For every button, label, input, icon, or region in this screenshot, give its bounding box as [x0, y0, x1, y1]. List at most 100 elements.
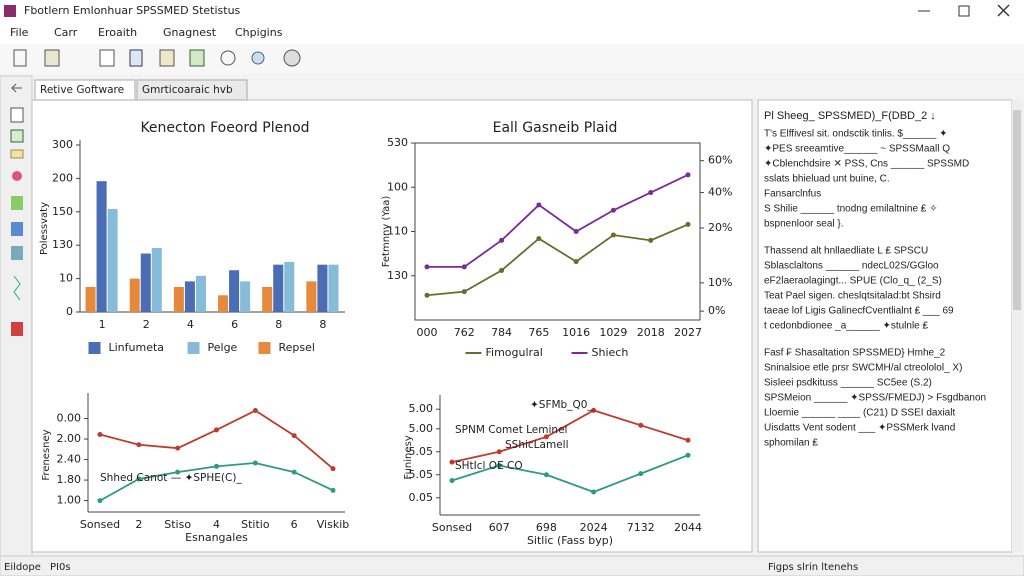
- line-series: [426, 223, 689, 297]
- tool-icon[interactable]: [283, 49, 301, 67]
- point: [685, 437, 691, 443]
- legend-label: Linfumeta: [109, 341, 165, 354]
- maximize-button[interactable]: [958, 5, 970, 17]
- side-icon[interactable]: [10, 129, 24, 143]
- point: [424, 264, 430, 270]
- point: [252, 408, 258, 414]
- legend-swatch: [88, 342, 101, 354]
- line-series: [451, 454, 689, 493]
- status-text: Eildope: [4, 562, 41, 573]
- x-tick-label: 1029: [599, 326, 627, 339]
- side-icon[interactable]: [10, 149, 24, 159]
- tool-icon[interactable]: [159, 49, 175, 67]
- x-tick-label: 2027: [674, 326, 702, 339]
- output-line: Fansarclnfus: [764, 189, 821, 200]
- y-tick-label: 5.05: [409, 468, 434, 481]
- tool-icon[interactable]: [44, 49, 60, 67]
- point: [591, 407, 597, 413]
- y2-tick-label: 20%: [708, 221, 732, 234]
- x-tick-label: 6: [291, 518, 298, 531]
- x-tick-label: 8: [275, 318, 282, 331]
- bar: [240, 281, 251, 312]
- bar: [195, 275, 206, 312]
- output-line: S Shilie ______ tnodng emilaltnine ₤ ✧: [764, 204, 938, 215]
- menu-item[interactable]: Chpigins: [235, 26, 283, 39]
- point: [330, 487, 336, 493]
- point: [97, 431, 103, 437]
- side-icon[interactable]: [11, 322, 23, 336]
- x-tick-label: 784: [491, 326, 512, 339]
- output-line: Sninalsioe etle prsr SWCMH/al ctreololol…: [764, 363, 962, 374]
- legend-label: Pelge: [208, 341, 238, 354]
- output-line: Teat Pael sigen. cheslqtsitalad:bt Shsir…: [764, 291, 941, 302]
- status-text: PI0s: [50, 562, 71, 573]
- point: [685, 452, 691, 458]
- point: [175, 445, 181, 451]
- menu-item[interactable]: Carr: [54, 26, 78, 39]
- bar: [129, 278, 140, 312]
- point: [573, 229, 579, 234]
- side-icon[interactable]: [11, 222, 23, 236]
- side-icon[interactable]: [10, 107, 24, 123]
- y-tick-label: 0: [66, 305, 73, 318]
- output-line: Uisdatts Vent sodent ___ ✦PSSMerk lvand: [764, 423, 955, 434]
- y2-tick-label: 40%: [708, 186, 732, 199]
- tab[interactable]: [34, 79, 136, 101]
- point: [214, 427, 219, 433]
- tool-icon[interactable]: [251, 51, 265, 65]
- tool-icon[interactable]: [13, 49, 27, 67]
- x-tick-label: 762: [454, 326, 475, 339]
- y-tick-label: 5.00: [409, 402, 434, 415]
- y-tick-label: 1.80: [57, 473, 82, 486]
- point: [496, 463, 502, 469]
- status-bar: [0, 555, 1024, 576]
- point: [499, 237, 505, 243]
- point: [536, 236, 542, 242]
- chart-title: Kenecton Foeord Plenod: [140, 120, 309, 136]
- tool-icon[interactable]: [220, 50, 236, 66]
- side-icon[interactable]: [13, 275, 21, 301]
- menu-item[interactable]: Gnagnest: [163, 26, 217, 39]
- y-tick-label: 5.00: [409, 422, 434, 435]
- point: [543, 472, 549, 478]
- line-series: [427, 174, 689, 268]
- y-tick-label: 110: [387, 225, 408, 238]
- y-tick-label: 150: [52, 205, 73, 218]
- point: [136, 476, 142, 482]
- point: [536, 202, 542, 208]
- annotation: Shhed Canot — ✦SPHE(C)_: [100, 472, 242, 484]
- y-tick-label: 5.05: [409, 445, 434, 458]
- bar: [184, 281, 195, 312]
- y-axis-label: Frenesney: [41, 429, 52, 480]
- tab[interactable]: [136, 79, 248, 101]
- tool-icon[interactable]: [189, 49, 205, 67]
- x-tick-label: Stitio: [241, 518, 270, 531]
- scroll-thumb[interactable]: [1013, 110, 1021, 310]
- point: [499, 267, 505, 273]
- x-tick-label: 765: [528, 326, 549, 339]
- tool-icon[interactable]: [129, 49, 143, 67]
- legend-swatch: [187, 342, 200, 354]
- close-button[interactable]: [997, 4, 1010, 17]
- x-tick-label: 8: [319, 318, 326, 331]
- x-tick-label: 2: [143, 318, 150, 331]
- x-tick-label: Sonsed: [432, 521, 472, 534]
- x-tick-label: Stiso: [164, 518, 191, 531]
- menu-item[interactable]: File: [10, 26, 29, 39]
- point: [610, 207, 616, 213]
- bar: [273, 264, 284, 312]
- x-tick-label: 607: [489, 521, 510, 534]
- annotation: SHtIcl OE CO: [455, 460, 523, 472]
- side-icon[interactable]: [11, 196, 23, 210]
- x-tick-label: 2: [135, 518, 142, 531]
- output-line: sphomilan ₤: [764, 438, 818, 449]
- menu-item[interactable]: Eroaith: [98, 26, 137, 39]
- side-icon[interactable]: [11, 246, 23, 260]
- output-line: sslats bhieluad unt buine, C.: [764, 174, 890, 185]
- point: [648, 237, 654, 243]
- side-icon[interactable]: [12, 171, 22, 181]
- point: [461, 289, 467, 295]
- point: [291, 469, 297, 475]
- scrollbar[interactable]: [1012, 100, 1022, 552]
- tool-icon[interactable]: [99, 49, 115, 67]
